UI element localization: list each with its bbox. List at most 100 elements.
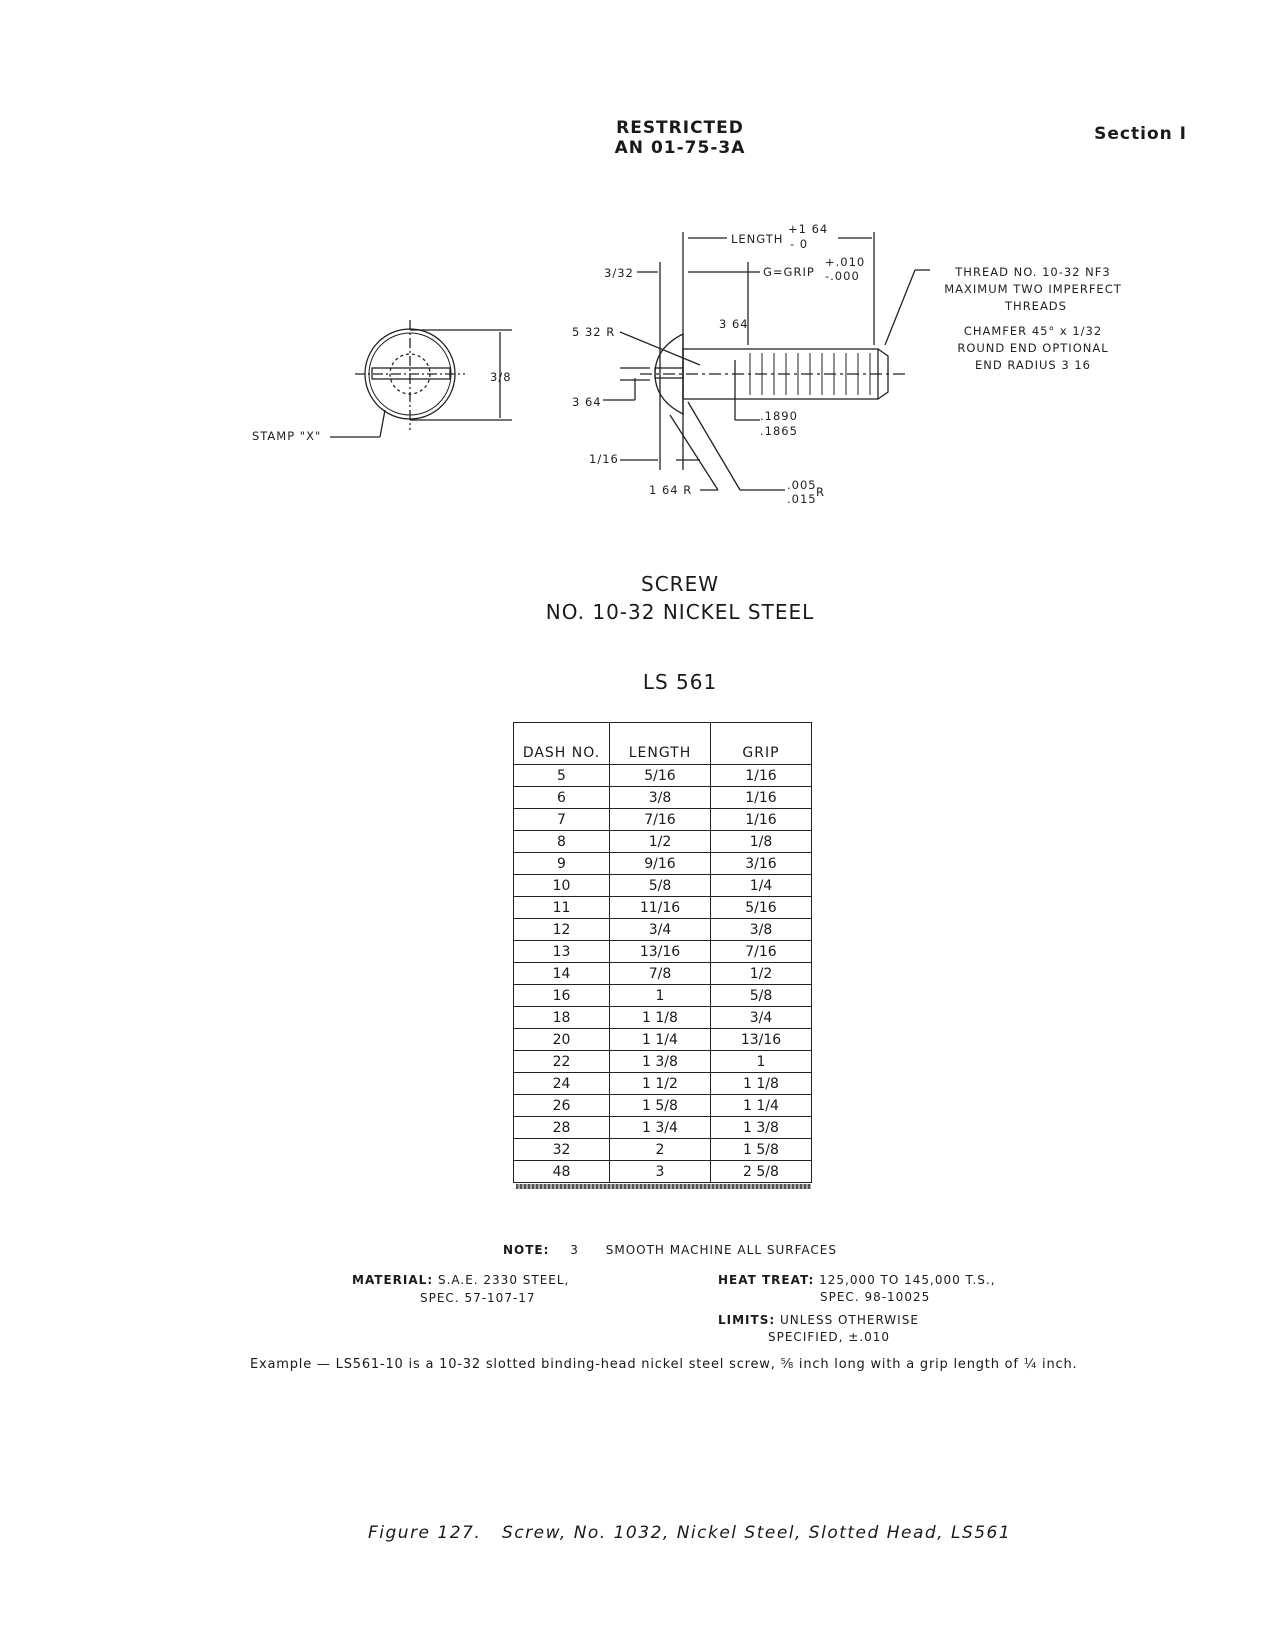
dash-cell: 22	[513, 1050, 610, 1073]
table-row: 8 1/2 1/8	[513, 830, 812, 853]
limits-spec: SPECIFIED, ±.010	[768, 1330, 891, 1344]
note-label: NOTE:	[503, 1243, 550, 1257]
dash-cell: 16	[513, 984, 610, 1007]
dash-cell: 24	[513, 1072, 610, 1095]
dia-min: .1865	[760, 424, 798, 438]
dash-cell: 7	[513, 808, 610, 831]
heat-treat: HEAT TREAT: 125,000 TO 145,000 T.S.,	[718, 1273, 996, 1287]
dash-cell: 26	[513, 1094, 610, 1117]
grip-cell: 1 1/8	[710, 1072, 812, 1095]
grip-cell: 1/16	[710, 808, 812, 831]
dash-cell: 20	[513, 1028, 610, 1051]
length-cell: 5/16	[609, 764, 711, 787]
dia-max: .1890	[760, 409, 798, 423]
dash-cell: 12	[513, 918, 610, 941]
length-cell: 1	[609, 984, 711, 1007]
length-tol-minus: - 0	[790, 237, 808, 251]
dash-cell: 9	[513, 852, 610, 875]
grip-cell: 1/8	[710, 830, 812, 853]
dash-cell: 48	[513, 1160, 610, 1183]
table-bottom-border	[516, 1184, 811, 1189]
grip-cell: 3/16	[710, 852, 812, 875]
length-cell: 1 1/2	[609, 1072, 711, 1095]
table-row: 26 1 5/8 1 1/4	[513, 1094, 812, 1117]
length-cell: 3/4	[609, 918, 711, 941]
material: MATERIAL: S.A.E. 2330 STEEL,	[352, 1273, 569, 1287]
length-cell: 7/8	[609, 962, 711, 985]
dash-cell: 8	[513, 830, 610, 853]
part-title: SCREW	[641, 572, 719, 596]
table-row: 7 7/16 1/16	[513, 808, 812, 831]
length-cell: 13/16	[609, 940, 711, 963]
dim-1-64-r: 1 64 R	[649, 483, 692, 497]
section-label: Section I	[1094, 124, 1187, 144]
grip-cell: 1 1/4	[710, 1094, 812, 1117]
table-row: 6 3/8 1/16	[513, 786, 812, 809]
length-cell: 1 1/8	[609, 1006, 711, 1029]
length-cell: 1 3/8	[609, 1050, 711, 1073]
dash-cell: 18	[513, 1006, 610, 1029]
grip-tol-minus: -.000	[825, 269, 860, 283]
note-number: 3	[570, 1243, 579, 1257]
fillet-1: .005	[787, 478, 817, 492]
thread-note: THREAD NO. 10-32 NF3	[954, 265, 1110, 279]
length-cell: 2	[609, 1138, 711, 1161]
length-cell: 3/8	[609, 786, 711, 809]
dash-number-table: DASH NO. LENGTH GRIP 5 5/16 1/16 6 3/8 1/16 7 7…	[513, 722, 812, 1183]
grip-tol-plus: +.010	[825, 255, 865, 269]
limits: LIMITS: UNLESS OTHERWISE	[718, 1313, 919, 1327]
grip-label: G=GRIP	[763, 265, 815, 279]
grip-cell: 1 5/8	[710, 1138, 812, 1161]
dash-cell: 32	[513, 1138, 610, 1161]
part-subtitle: NO. 10-32 NICKEL STEEL	[545, 600, 815, 624]
dash-cell: 28	[513, 1116, 610, 1139]
dim-3-64-top: 3 64	[719, 317, 749, 331]
table-row: 13 13/16 7/16	[513, 940, 812, 963]
length-cell: 11/16	[609, 896, 711, 919]
table-row: 24 1 1/2 1 1/8	[513, 1072, 812, 1095]
grip-cell: 7/16	[710, 940, 812, 963]
length-cell: 1 5/8	[609, 1094, 711, 1117]
dim-1-16: 1/16	[589, 452, 619, 466]
grip-cell: 3/4	[710, 1006, 812, 1029]
length-cell: 1 3/4	[609, 1116, 711, 1139]
length-tol-plus: +1 64	[788, 222, 828, 236]
dash-cell: 11	[513, 896, 610, 919]
grip-cell: 1/16	[710, 764, 812, 787]
example-text: Example — LS561-10 is a 10-32 slotted bi…	[250, 1357, 1078, 1372]
note-text: SMOOTH MACHINE ALL SURFACES	[605, 1243, 837, 1257]
table-row: 12 3/4 3/8	[513, 918, 812, 941]
col-grip: GRIP	[710, 722, 812, 765]
chamfer-note: CHAMFER 45° x 1/32	[964, 324, 1102, 338]
table-row: 20 1 1/4 13/16	[513, 1028, 812, 1051]
limits-label: LIMITS:	[718, 1313, 776, 1327]
part-number: LS 561	[642, 670, 718, 694]
table-row: 10 5/8 1/4	[513, 874, 812, 897]
fillet-r: R	[816, 485, 825, 499]
grip-cell: 1/2	[710, 962, 812, 985]
length-cell: 5/8	[609, 874, 711, 897]
grip-cell: 5/8	[710, 984, 812, 1007]
grip-cell: 5/16	[710, 896, 812, 919]
grip-cell: 13/16	[710, 1028, 812, 1051]
document-number: AN 01-75-3A	[614, 138, 746, 158]
table-row: 18 1 1/8 3/4	[513, 1006, 812, 1029]
chamfer-note: ROUND END OPTIONAL	[957, 341, 1108, 355]
head-diameter: 3/8	[490, 370, 512, 384]
dash-cell: 10	[513, 874, 610, 897]
heat-label: HEAT TREAT:	[718, 1273, 815, 1287]
length-cell: 1/2	[609, 830, 711, 853]
note: NOTE: 3 SMOOTH MACHINE ALL SURFACES	[503, 1243, 837, 1257]
thread-note: THREADS	[1004, 299, 1067, 313]
table-row: 9 9/16 3/16	[513, 852, 812, 875]
heat-spec: SPEC. 98-10025	[820, 1290, 931, 1304]
table-row: 28 1 3/4 1 3/8	[513, 1116, 812, 1139]
dash-cell: 14	[513, 962, 610, 985]
limits-value: UNLESS OTHERWISE	[779, 1313, 919, 1327]
length-label: LENGTH	[731, 232, 783, 246]
material-spec: SPEC. 57-107-17	[420, 1291, 536, 1305]
thread-note: MAXIMUM TWO IMPERFECT	[944, 282, 1122, 296]
grip-cell: 2 5/8	[710, 1160, 812, 1183]
table-row: 16 1 5/8	[513, 984, 812, 1007]
length-cell: 3	[609, 1160, 711, 1183]
